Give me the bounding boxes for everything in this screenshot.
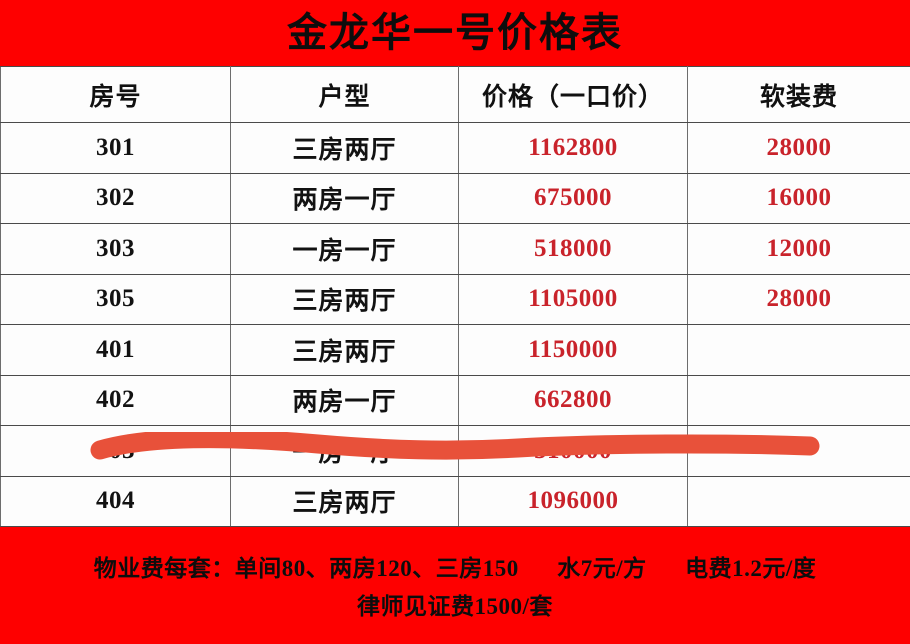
table-row-struck: 403 一房一厅 510000: [0, 425, 910, 477]
table-row: 302 两房一厅 675000 16000: [0, 172, 910, 224]
title-banner: 金龙华一号价格表: [0, 0, 910, 66]
cell-type: 三房两厅: [230, 273, 459, 325]
cell-room: 302: [0, 172, 231, 224]
footer-electricity-fee: 电费1.2元/度: [685, 555, 817, 581]
cell-type: 三房两厅: [230, 122, 459, 174]
cell-type: 一房一厅: [230, 223, 459, 275]
cell-deco: 12000: [687, 223, 910, 275]
cell-room: 401: [0, 324, 231, 376]
cell-price: 1162800: [458, 122, 688, 174]
table-row: 402 两房一厅 662800: [0, 374, 910, 426]
cell-price: 1105000: [458, 273, 688, 325]
cell-type: 三房两厅: [230, 324, 459, 376]
footer-lawyer-fee: 律师见证费1500/套: [357, 593, 553, 619]
cell-deco: 16000: [687, 172, 910, 224]
table-body: 301 三房两厅 1162800 28000 302 两房一厅 675000 1…: [0, 122, 910, 527]
cell-room: 403: [0, 425, 231, 477]
footer-banner: 物业费每套：单间80、两房120、三房150 水7元/方 电费1.2元/度 律师…: [0, 527, 910, 644]
cell-type: 两房一厅: [230, 374, 459, 426]
cell-price: 662800: [458, 374, 688, 426]
page-title: 金龙华一号价格表: [287, 10, 623, 55]
column-header-price: 价格（一口价）: [458, 66, 688, 123]
cell-room: 404: [0, 475, 231, 527]
table-header-row: 房号 户型 价格（一口价） 软装费: [0, 66, 910, 123]
cell-deco: [687, 425, 910, 477]
cell-deco: [687, 374, 910, 426]
cell-deco: 28000: [687, 122, 910, 174]
cell-deco: 28000: [687, 273, 910, 325]
table-row: 301 三房两厅 1162800 28000: [0, 122, 910, 174]
footer-property-fee: 物业费每套：单间80、两房120、三房150: [93, 555, 519, 581]
cell-price: 675000: [458, 172, 688, 224]
column-header-room: 房号: [0, 66, 231, 123]
footer-water-fee: 水7元/方: [557, 555, 647, 581]
cell-price: 1096000: [458, 475, 688, 527]
cell-type: 三房两厅: [230, 475, 459, 527]
cell-type: 两房一厅: [230, 172, 459, 224]
table-row: 303 一房一厅 518000 12000: [0, 223, 910, 275]
column-header-type: 户型: [230, 66, 459, 123]
cell-deco: [687, 475, 910, 527]
cell-price: 510000: [458, 425, 688, 477]
table-row: 404 三房两厅 1096000: [0, 475, 910, 527]
cell-room: 301: [0, 122, 231, 174]
column-header-deco: 软装费: [687, 66, 910, 123]
cell-type: 一房一厅: [230, 425, 459, 477]
footer-fees-line: 物业费每套：单间80、两房120、三房150 水7元/方 电费1.2元/度: [94, 550, 817, 588]
cell-room: 402: [0, 374, 231, 426]
cell-price: 518000: [458, 223, 688, 275]
cell-room: 305: [0, 273, 231, 325]
price-table: 房号 户型 价格（一口价） 软装费 301 三房两厅 1162800 28000…: [0, 66, 910, 527]
cell-price: 1150000: [458, 324, 688, 376]
table-row: 401 三房两厅 1150000: [0, 324, 910, 376]
cell-deco: [687, 324, 910, 376]
cell-room: 303: [0, 223, 231, 275]
table-row: 305 三房两厅 1105000 28000: [0, 273, 910, 325]
